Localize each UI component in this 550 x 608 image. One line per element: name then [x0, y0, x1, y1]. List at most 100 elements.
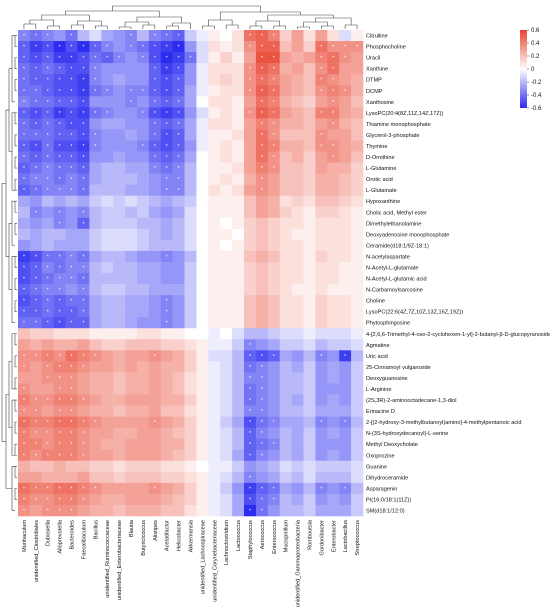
heatmap-cell — [315, 416, 328, 428]
significance-marker: * — [47, 144, 49, 150]
significance-marker: * — [261, 365, 263, 371]
heatmap-cell — [53, 405, 66, 417]
column-label: Alloprevotella — [58, 519, 64, 553]
heatmap-cell — [125, 206, 138, 219]
heatmap-cell — [255, 96, 269, 108]
heatmap-cell — [232, 140, 245, 152]
heatmap-cell — [291, 273, 304, 285]
heatmap-cell — [303, 118, 316, 130]
heatmap-cell — [125, 416, 138, 428]
heatmap-cell — [267, 295, 281, 307]
heatmap-cell — [18, 295, 31, 307]
significance-marker: * — [35, 78, 37, 84]
heatmap-cell — [244, 460, 257, 473]
column-label: unidentified_Lachnospiraceae — [200, 520, 206, 594]
row-label: 4-[2,6,6-Trimethyl-4-oxo-2-cyclohexen-1-… — [366, 332, 550, 338]
heatmap-cell — [220, 306, 233, 318]
heatmap-cell — [160, 261, 173, 274]
heatmap-cell — [148, 273, 162, 285]
heatmap-cell — [339, 151, 352, 163]
heatmap-cell — [172, 306, 185, 318]
heatmap-cell — [136, 184, 150, 196]
heatmap-cell — [53, 471, 66, 484]
heatmap-cell — [232, 118, 245, 130]
significance-marker: * — [59, 177, 61, 183]
heatmap-cell — [255, 162, 269, 174]
heatmap-cell — [136, 427, 150, 439]
heatmap-cell — [279, 217, 292, 230]
significance-marker: * — [47, 78, 49, 84]
significance-marker: * — [249, 365, 251, 371]
heatmap-cell — [327, 52, 340, 64]
heatmap-cell — [291, 504, 304, 517]
significance-marker: * — [273, 111, 275, 117]
significance-marker: * — [71, 365, 73, 371]
heatmap-cell — [232, 41, 245, 53]
heatmap-cell — [339, 228, 352, 241]
heatmap-cell — [267, 361, 281, 373]
heatmap-cell — [327, 85, 340, 97]
heatmap-cell — [29, 195, 43, 208]
heatmap-cell — [53, 129, 66, 141]
heatmap-cell — [244, 118, 257, 130]
heatmap-cell — [113, 184, 126, 196]
heatmap-cell — [267, 284, 281, 296]
heatmap-cell — [303, 306, 316, 318]
heatmap-cell — [267, 173, 281, 185]
heatmap-cell — [291, 30, 304, 42]
significance-marker: * — [82, 133, 84, 139]
heatmap-cell — [184, 118, 197, 130]
heatmap-cell — [18, 383, 31, 395]
heatmap-cell — [267, 151, 281, 163]
heatmap-cell — [267, 416, 281, 428]
significance-marker: * — [59, 210, 61, 216]
heatmap-cell — [136, 416, 150, 428]
heatmap-cell — [29, 361, 43, 373]
significance-marker: * — [23, 78, 25, 84]
heatmap-cell — [244, 295, 257, 307]
significance-marker: * — [94, 486, 96, 492]
heatmap-cell — [160, 482, 173, 495]
heatmap-cell — [65, 228, 78, 241]
heatmap-cell — [29, 372, 43, 384]
heatmap-cell — [148, 350, 162, 362]
significance-marker: * — [130, 89, 132, 95]
significance-marker: * — [106, 111, 108, 117]
heatmap-cell — [184, 405, 197, 417]
heatmap-cell — [303, 493, 316, 506]
significance-marker: * — [35, 321, 37, 327]
heatmap-cell — [65, 239, 78, 252]
heatmap-cell — [18, 173, 31, 185]
heatmap-cell — [41, 63, 54, 75]
heatmap-cell — [18, 339, 31, 351]
heatmap-cell — [65, 284, 78, 296]
heatmap-cell — [196, 416, 209, 428]
heatmap-cell — [315, 173, 328, 185]
heatmap-cell — [184, 140, 197, 152]
heatmap-cell — [136, 173, 150, 185]
significance-marker: * — [249, 420, 251, 426]
heatmap-cell — [267, 52, 281, 64]
heatmap-cell — [184, 328, 197, 340]
heatmap-cell — [136, 239, 150, 252]
heatmap-cell — [291, 206, 304, 219]
heatmap-cell — [53, 206, 66, 219]
heatmap-cell — [339, 493, 352, 506]
heatmap-cell — [255, 52, 269, 64]
significance-marker: * — [23, 431, 25, 437]
significance-marker: * — [166, 299, 168, 305]
heatmap-cell — [208, 140, 221, 152]
significance-marker: * — [23, 188, 25, 194]
heatmap-cell — [160, 394, 173, 406]
significance-marker: * — [59, 277, 61, 283]
heatmap-cell — [220, 30, 233, 42]
heatmap-cell — [113, 504, 126, 517]
heatmap-cell — [220, 471, 233, 484]
heatmap-cell — [113, 151, 126, 163]
significance-marker: * — [71, 420, 73, 426]
heatmap-cell — [208, 383, 221, 395]
heatmap-cell — [351, 85, 364, 97]
row-label: Asparagenin — [366, 486, 397, 492]
heatmap-cell — [18, 96, 31, 108]
heatmap-cell — [291, 449, 304, 462]
